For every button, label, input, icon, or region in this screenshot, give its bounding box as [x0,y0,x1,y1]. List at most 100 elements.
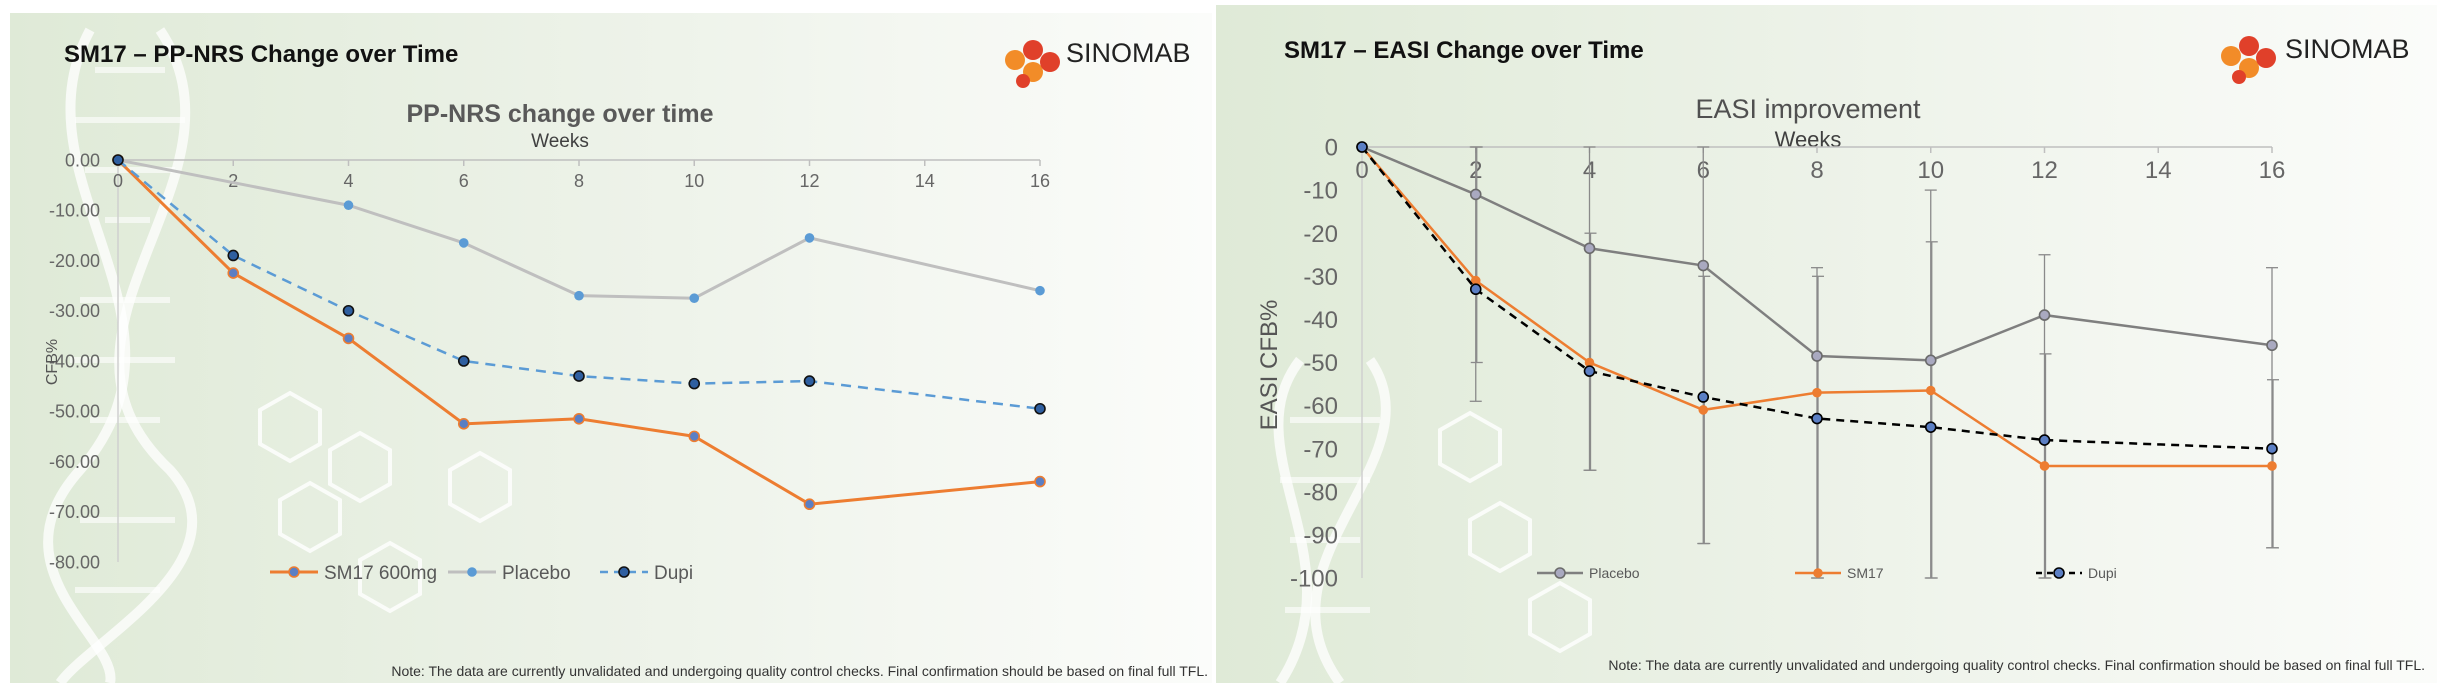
data-point [688,377,701,390]
data-point [457,418,470,430]
data-point [1584,357,1595,368]
sinomab-logo [2221,36,2276,84]
legend-marker [618,566,630,578]
series-line-dupi [1361,146,2273,450]
data-point [457,355,470,367]
x-tick-label: 0 [1355,157,1368,184]
data-point [227,267,240,279]
y-tick-label: 0.00 [65,150,100,170]
data-point [1034,475,1046,488]
y-tick-label: -20.00 [49,251,100,271]
slide-title: SM17 – EASI Change over Time [1284,37,1644,64]
y-tick-label: -10 [1303,178,1338,205]
x-tick-label: 12 [2031,157,2058,184]
y-tick-label: -20 [1303,221,1338,248]
data-point [1697,259,1710,272]
x-tick-label: 10 [684,171,704,191]
legend-label: SM17 [1847,565,1884,581]
data-point [1811,412,1823,425]
data-point [112,154,124,166]
slide-right: SM17 – EASI Change over Time SINOMAB EAS… [1216,5,2437,686]
y-tick-label: -70.00 [49,502,100,522]
x-tick-label: 0 [113,171,123,191]
x-tick-label: 8 [1810,157,1823,184]
legend-label: Dupi [2088,565,2117,581]
data-point [1698,405,1709,415]
slide-left-background [10,13,1212,683]
data-point [1811,350,1823,362]
data-point [1469,283,1482,296]
hexagon-decoration [258,390,512,614]
footnote: Note: The data are currently unvalidated… [1608,657,2425,673]
x-tick-label: 14 [2145,157,2172,184]
legend-marker [1554,567,1566,579]
legend-label: SM17 600mg [324,563,437,584]
easi-chart: EASI improvementWeeks02468101214160-10-2… [1256,94,2285,593]
data-point [1470,275,1481,286]
y-tick-label: -70 [1303,436,1338,463]
data-point [2266,442,2278,455]
y-tick-label: -10.00 [49,201,100,221]
slide-title: SM17 – PP-NRS Change over Time [64,41,458,68]
x-axis-label: Weeks [1775,127,1842,152]
x-tick-label: 6 [459,171,469,191]
series-line-sm17-600mg [116,158,1041,506]
y-axis-label: CFB% [44,339,61,385]
legend-label: Placebo [502,563,571,584]
legend-marker [467,567,477,577]
y-tick-label: -80 [1303,479,1338,506]
data-point [458,238,469,248]
y-tick-label: -100 [1290,566,1338,593]
y-tick-label: -40 [1303,307,1338,334]
data-point [804,233,815,243]
data-point [1925,385,1936,396]
data-point [574,290,584,301]
footnote: Note: The data are currently unvalidated… [391,663,1208,679]
data-point [573,412,585,425]
pp-nrs-chart: PP-NRS change over time Weeks 0 2 4 6 8 10 12 14 1… [44,100,1050,584]
data-point [1034,402,1046,415]
dna-helix-decoration [1273,356,1391,686]
y-tick-label: -40.00 [49,351,100,371]
data-point [2039,461,2050,471]
sinomab-logo [1005,40,1060,88]
data-point [1924,421,1937,433]
x-tick-label: 8 [574,171,584,191]
y-tick-label: 0 [1325,135,1338,162]
chart-title: PP-NRS change over time [406,100,713,128]
legend-label: Dupi [654,563,693,584]
data-point [1697,391,1710,403]
slide-left: SM17 – PP-NRS Change over Time SINOMAB P… [10,13,1212,687]
y-axis-label: EASI CFB% [1256,300,1283,431]
data-point [1035,285,1045,296]
logo-text: SINOMAB [2285,34,2410,64]
data-point [688,430,701,443]
legend-marker [1813,568,1823,578]
x-tick-label: 10 [1917,157,1944,184]
data-point [689,293,700,303]
y-tick-label: -50.00 [49,402,100,422]
chart-title: EASI improvement [1695,94,1921,124]
x-tick-label: 16 [2259,157,2286,184]
data-point [573,370,585,382]
y-tick-label: -50 [1303,350,1338,377]
dna-helix-decoration [43,27,198,687]
data-point [1924,354,1937,367]
x-tick-label: 14 [915,171,935,191]
data-point [343,200,354,211]
data-point [2038,434,2051,446]
legend-marker [2053,567,2065,579]
y-tick-label: -30 [1303,264,1338,291]
data-point [227,249,240,262]
data-point [2267,461,2277,471]
x-tick-label: 16 [1030,171,1050,191]
data-point [1583,365,1596,377]
data-point [803,375,816,387]
series-line-dupi [117,159,1041,410]
x-axis-label: Weeks [531,131,589,152]
x-tick-label: 12 [799,171,819,191]
data-point [1812,387,1822,398]
data-point [342,304,355,317]
logo-mark [2221,46,2241,66]
